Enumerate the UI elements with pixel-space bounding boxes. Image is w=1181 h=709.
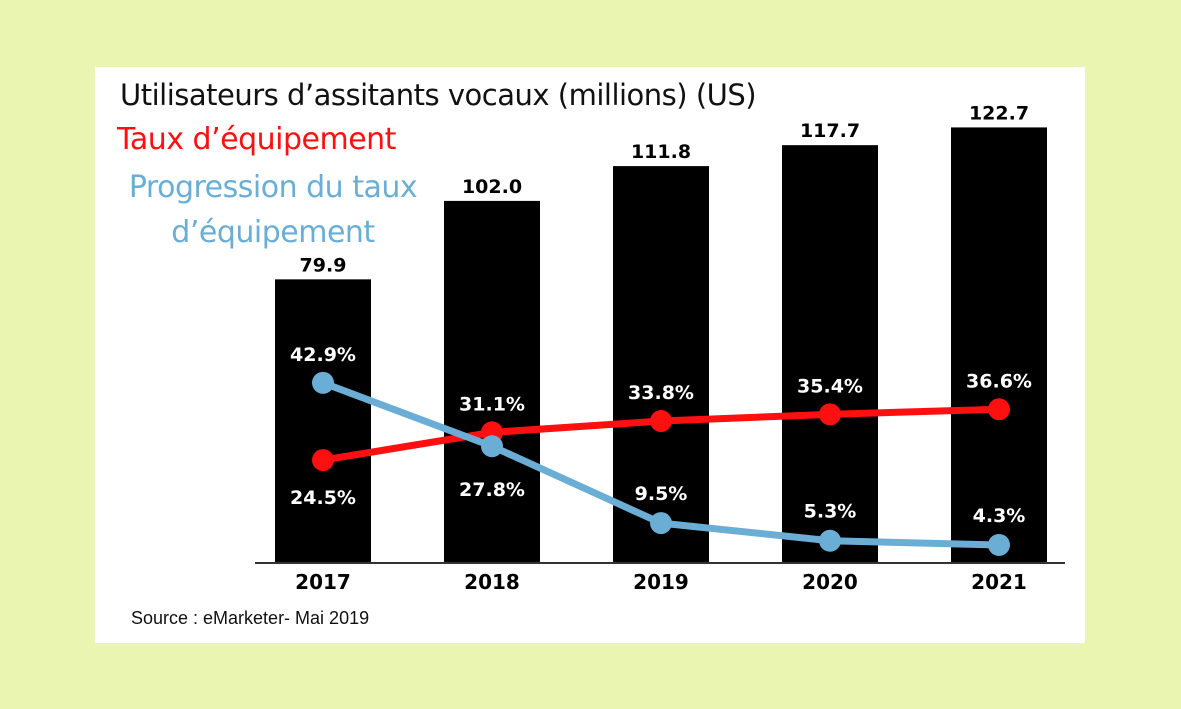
- bar-2017: [275, 279, 371, 563]
- blue-point-label: 27.8%: [459, 479, 525, 501]
- series-0-point: [312, 449, 334, 472]
- legend-progression-taux: Progression du taux d’équipement: [128, 170, 418, 250]
- bar-2021: [951, 127, 1047, 563]
- bar-value-label: 111.8: [631, 141, 691, 163]
- x-tick-label: 2019: [633, 570, 689, 594]
- chart-card: 79.9 102.0 111.8 117.7 122.7 2017 2018 2019 2020…: [95, 67, 1085, 643]
- series-1-point: [312, 371, 334, 394]
- x-tick-label: 2018: [464, 570, 520, 594]
- series-1-point: [481, 435, 503, 458]
- chart-svg: 79.9 102.0 111.8 117.7 122.7 2017 2018 2019 2020…: [255, 102, 1065, 594]
- chart-title: Utilisateurs d’assitants vocaux (million…: [120, 78, 757, 112]
- series-0-point: [819, 403, 841, 426]
- source-note: Source : eMarketer- Mai 2019: [131, 608, 370, 628]
- x-tick-label: 2021: [971, 570, 1027, 594]
- bar-value-label: 79.9: [300, 254, 347, 276]
- bar-2020: [782, 145, 878, 563]
- bar-2019: [613, 166, 709, 564]
- red-point-label: 35.4%: [797, 375, 863, 397]
- bar-value-label: 117.7: [800, 120, 860, 142]
- series-1-point: [819, 529, 841, 552]
- red-point-label: 31.1%: [459, 393, 525, 415]
- blue-point-label: 42.9%: [290, 344, 356, 366]
- series-0-point: [988, 398, 1010, 421]
- red-point-label: 33.8%: [628, 382, 694, 404]
- blue-point-label: 9.5%: [635, 483, 688, 505]
- series-0-point: [650, 410, 672, 433]
- bar-value-label: 102.0: [462, 176, 522, 198]
- series-1-point: [988, 533, 1010, 556]
- bar-value-label: 122.7: [969, 102, 1029, 124]
- legend-taux-equipement: Taux d’équipement: [117, 122, 396, 157]
- x-tick-label: 2017: [295, 570, 351, 594]
- red-point-label: 36.6%: [966, 370, 1032, 392]
- bar-2018: [444, 200, 540, 563]
- blue-point-label: 5.3%: [804, 501, 857, 523]
- x-tick-label: 2020: [802, 570, 858, 594]
- series-1-point: [650, 512, 672, 535]
- blue-point-label: 4.3%: [973, 505, 1026, 527]
- red-point-label: 24.5%: [290, 487, 356, 509]
